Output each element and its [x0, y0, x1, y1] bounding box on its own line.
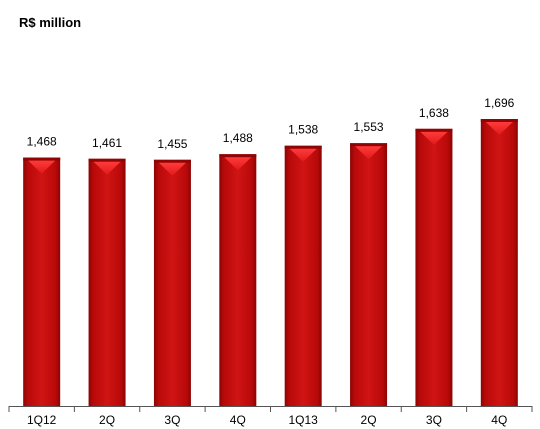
bar-4: [219, 154, 257, 406]
bar-top-edge-3: [153, 159, 191, 163]
chart-unit-title: R$ million: [19, 15, 82, 30]
category-label-7: 3Q: [426, 413, 442, 427]
category-label-4: 4Q: [230, 413, 246, 427]
bar-top-edge-1: [23, 157, 61, 161]
category-label-1: 1Q12: [27, 413, 57, 427]
value-label-7: 1,638: [419, 106, 449, 120]
bar-highlight-7: [420, 131, 448, 145]
bar-top-edge-8: [480, 119, 518, 122]
bar-3: [153, 159, 191, 406]
bar-7: [415, 128, 453, 406]
bar-top-edge-5: [284, 145, 322, 149]
bar-highlight-3: [158, 162, 186, 176]
category-label-3: 3Q: [164, 413, 180, 427]
bar-5: [284, 145, 322, 406]
x-axis: 1Q12 2Q 3Q 4Q 1Q13 2Q 3Q 4Q: [8, 406, 533, 427]
bar-6: [350, 143, 388, 406]
bar-highlight-8: [485, 122, 513, 135]
bar-top-edge-7: [415, 128, 453, 132]
bar-top-edge-6: [350, 143, 388, 147]
value-labels-group: 1,468 1,461 1,455 1,488 1,538 1,553 1,638 1,696: [27, 96, 515, 151]
bar-1: [23, 157, 61, 406]
bar-2: [88, 158, 126, 406]
value-label-2: 1,461: [92, 136, 122, 150]
bars-group: [23, 119, 518, 406]
bar-highlight-5: [289, 148, 317, 162]
value-label-1: 1,468: [27, 135, 57, 149]
category-label-8: 4Q: [491, 413, 507, 427]
bar-highlight-6: [355, 146, 383, 160]
bar-8: [480, 119, 518, 406]
bar-highlight-2: [93, 161, 121, 175]
bar-top-edge-2: [88, 158, 126, 162]
category-label-2: 2Q: [99, 413, 115, 427]
category-label-6: 2Q: [361, 413, 377, 427]
category-label-5: 1Q13: [289, 413, 319, 427]
value-label-3: 1,455: [157, 137, 187, 151]
value-label-5: 1,538: [288, 123, 318, 137]
bar-highlight-1: [28, 160, 56, 174]
value-label-6: 1,553: [354, 120, 384, 134]
value-label-8: 1,696: [484, 96, 514, 110]
bar-highlight-4: [224, 157, 252, 171]
bar-top-edge-4: [219, 154, 257, 158]
value-label-4: 1,488: [223, 131, 253, 145]
